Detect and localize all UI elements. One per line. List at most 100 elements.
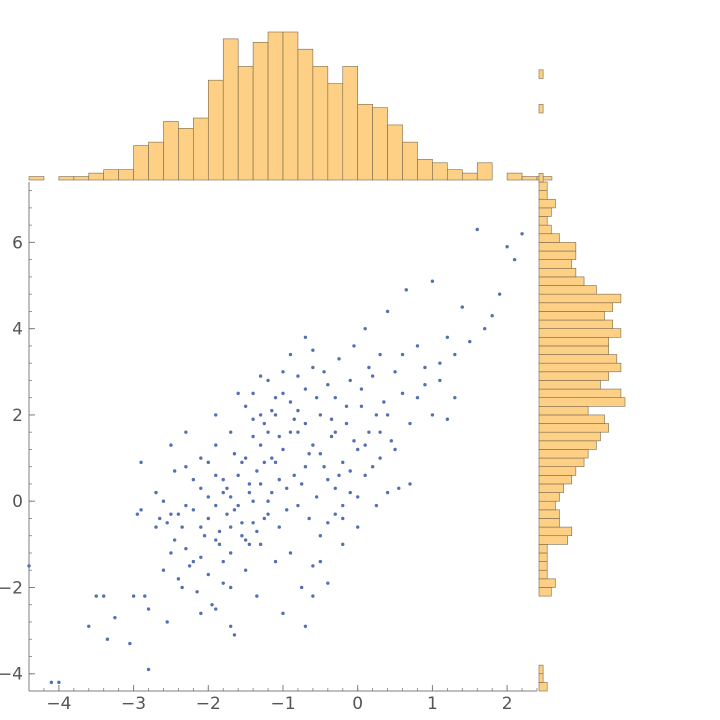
y-tick-label: 6 (12, 233, 23, 253)
y-hist-bar (538, 388, 622, 398)
y-hist-bar (538, 673, 544, 683)
data-point (270, 456, 274, 460)
data-point (243, 404, 248, 409)
data-point (225, 486, 229, 490)
y-tick-label: −2 (0, 578, 23, 598)
data-point (329, 434, 334, 439)
data-point (311, 594, 315, 598)
data-point (229, 495, 233, 499)
data-point (311, 365, 315, 370)
data-point (277, 477, 281, 482)
y-hist-bar (538, 492, 560, 502)
y-hist-bar (538, 336, 609, 347)
data-point (281, 370, 285, 374)
data-point (337, 473, 341, 478)
data-point (184, 430, 188, 434)
data-point (236, 473, 240, 478)
data-point (359, 404, 364, 409)
x-hist-bar (432, 162, 448, 181)
x-tick-label: 1 (427, 694, 438, 714)
data-point (236, 391, 240, 396)
data-point (415, 395, 420, 400)
y-hist-bar (538, 319, 614, 329)
x-tick-label: −2 (196, 694, 221, 714)
data-point (195, 590, 199, 594)
data-point (154, 490, 158, 495)
y-hist-bar (538, 104, 544, 114)
data-point (445, 417, 450, 421)
y-hist-bar (538, 518, 560, 528)
data-point (404, 288, 408, 292)
data-point (247, 490, 252, 495)
data-point (221, 490, 225, 495)
data-point (251, 521, 255, 525)
data-point (408, 421, 412, 426)
data-point (255, 469, 259, 473)
data-point (251, 417, 255, 421)
y-hist-bar (538, 414, 605, 424)
data-point (180, 525, 184, 529)
y-hist-bar (538, 406, 589, 416)
data-point (206, 516, 210, 521)
y-hist-bar (538, 500, 556, 511)
data-point (146, 667, 151, 672)
data-point (258, 413, 263, 417)
data-point (199, 555, 203, 559)
data-point (296, 430, 300, 434)
data-point (251, 391, 255, 396)
data-point (266, 378, 270, 383)
data-point (154, 525, 158, 529)
x-hist-bar (447, 169, 463, 181)
data-point (214, 443, 218, 447)
data-point (288, 400, 293, 404)
x-tick-label: −1 (270, 694, 295, 714)
data-point (356, 525, 360, 529)
y-hist-bar (538, 311, 605, 321)
data-point (202, 534, 207, 538)
data-point (184, 503, 188, 508)
data-point (374, 413, 379, 417)
data-point (430, 279, 435, 283)
data-point (333, 512, 337, 516)
data-point (303, 335, 308, 339)
data-point (483, 326, 487, 331)
data-point (281, 391, 285, 396)
data-point (143, 594, 147, 598)
x-hist-bar (237, 66, 254, 181)
y-hist-bar (538, 569, 548, 580)
data-point (303, 421, 308, 426)
data-point (363, 443, 367, 447)
y-hist-bar (538, 457, 585, 467)
data-point (367, 365, 371, 370)
data-point (285, 508, 289, 512)
data-point (453, 395, 457, 400)
data-point (184, 464, 188, 469)
y-hist-bar (538, 535, 568, 545)
data-point (314, 495, 319, 499)
y-hist-bar (538, 466, 577, 476)
data-point (266, 512, 270, 516)
x-hist-bar (178, 128, 194, 181)
data-point (292, 473, 296, 478)
data-point (176, 512, 181, 516)
data-point (438, 361, 442, 365)
data-point (341, 503, 345, 508)
y-hist-bar (538, 259, 573, 269)
data-point (255, 529, 259, 534)
data-point (370, 464, 375, 469)
data-point (307, 452, 311, 456)
y-hist-bar (538, 544, 548, 554)
data-point (206, 572, 210, 577)
data-point (348, 378, 352, 383)
data-point (94, 594, 98, 598)
data-point (214, 473, 218, 478)
y-marginal-histogram (538, 69, 626, 692)
x-hist-bar (103, 169, 119, 181)
data-point (299, 482, 304, 486)
data-point (262, 460, 267, 465)
data-point (229, 551, 233, 555)
data-point (341, 516, 345, 521)
data-point (102, 594, 106, 598)
x-hist-bar (297, 48, 314, 181)
x-hist-bar (506, 172, 523, 181)
